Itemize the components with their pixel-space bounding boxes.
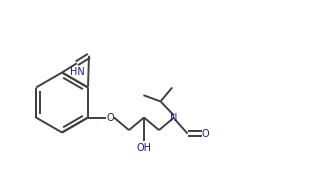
Text: OH: OH [136, 142, 151, 153]
Text: O: O [202, 129, 210, 139]
Text: HN: HN [70, 67, 85, 77]
Text: O: O [106, 113, 114, 122]
Text: N: N [170, 113, 178, 122]
